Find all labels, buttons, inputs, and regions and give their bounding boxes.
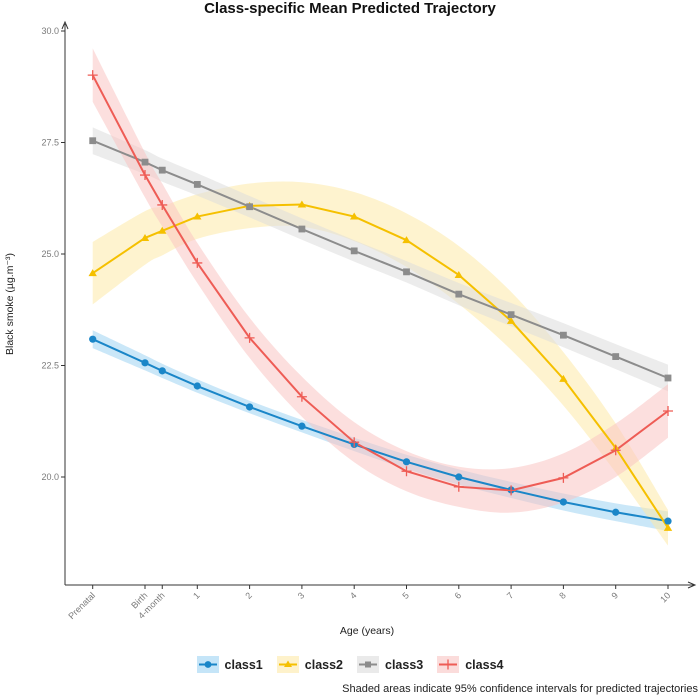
x-tick-label: 3 (296, 590, 307, 601)
class2-point (454, 270, 463, 278)
class2-point (140, 233, 150, 241)
class3-point (158, 166, 166, 174)
axes (61, 20, 697, 589)
chart-caption: Shaded areas indicate 95% confidence int… (342, 683, 698, 695)
class3-point (350, 247, 358, 255)
class3-point (246, 203, 253, 211)
series-markers (87, 70, 673, 531)
x-tick-label: 6 (453, 590, 464, 601)
class4-point (401, 466, 412, 477)
class1-point (193, 382, 201, 390)
class1-confidence-band (92, 330, 668, 531)
class4-point (453, 481, 464, 492)
x-tick-label: 9 (609, 590, 620, 601)
class4-point (296, 391, 307, 402)
class3-point (193, 181, 201, 188)
class3-point (89, 137, 97, 145)
chart-title: Class-specific Mean Predicted Trajectory (204, 0, 496, 17)
class1-point (141, 359, 149, 367)
x-tick-label: Prenatal (66, 590, 97, 621)
class4-point (157, 199, 168, 210)
class3-point (664, 374, 672, 382)
x-tick-label: 2 (243, 590, 254, 601)
x-axis-title: Age (years) (340, 625, 394, 637)
class1-point (246, 403, 254, 411)
class1-legend-marker (204, 661, 211, 668)
class4-point (610, 445, 621, 456)
class3-point (455, 290, 463, 298)
y-axis-arrow-icon (61, 20, 69, 30)
class4-point (349, 437, 360, 448)
x-tick-label: 7 (505, 590, 516, 601)
y-tick-label: 27.5 (41, 138, 59, 148)
class4-point (140, 170, 150, 181)
class4-point (558, 472, 569, 483)
class3-legend-marker (365, 661, 371, 668)
y-tick-label: 25.0 (41, 249, 59, 259)
class2-legend-key-icon (276, 656, 299, 673)
class1-legend-key-icon (196, 656, 219, 673)
legend-item-class4: class4 (437, 656, 503, 673)
y-axis-title: Black smoke (µg.m⁻³) (4, 253, 16, 355)
class2-point (506, 316, 516, 324)
class4-point (506, 485, 517, 496)
legend: class1 class2 class3 class4 (0, 656, 700, 673)
class4-point (244, 332, 255, 343)
legend-item-class1: class1 (196, 656, 263, 673)
x-tick-label: 1 (191, 590, 202, 601)
class4-legend-key-icon (437, 656, 460, 673)
x-tick-label: 8 (557, 590, 568, 601)
class1-point (455, 473, 463, 481)
class3-point (560, 331, 567, 339)
class2-point (193, 212, 202, 220)
y-ticks: 20.0 22.5 25.0 27.5 30.0 (41, 26, 65, 482)
class1-point (298, 422, 306, 430)
y-tick-label: 22.5 (41, 361, 59, 371)
class4-confidence-band (92, 48, 668, 513)
x-tick-label: 5 (400, 590, 411, 601)
class2-point (297, 200, 307, 208)
class2-point (88, 269, 97, 277)
class2-point (350, 212, 359, 220)
legend-label: class1 (224, 657, 263, 672)
class2-point (402, 236, 411, 244)
class3-point (298, 225, 306, 233)
x-tick-label: 10 (658, 590, 672, 604)
class2-point (158, 226, 167, 234)
y-tick-label: 30.0 (41, 26, 59, 36)
class1-point (559, 498, 568, 506)
class1-point (158, 367, 166, 375)
class2-legend-marker (283, 660, 292, 667)
y-tick-label: 20.0 (41, 472, 59, 482)
class4-line (91, 74, 669, 492)
class3-point (141, 158, 149, 166)
legend-item-class3: class3 (357, 656, 423, 673)
class4-point (87, 70, 98, 81)
legend-label: class2 (304, 657, 343, 672)
class3-point (612, 353, 620, 360)
class2-confidence-band (92, 181, 668, 546)
class2-point (663, 523, 673, 531)
class1-point (664, 517, 672, 525)
class3-point (403, 268, 410, 276)
class3-confidence-band (92, 127, 668, 392)
class1-point (612, 508, 620, 516)
class4-point (663, 405, 673, 416)
legend-item-class2: class2 (276, 656, 343, 673)
x-tick-label: 4 (348, 590, 359, 601)
class2-point (559, 374, 568, 382)
legend-label: class3 (385, 657, 424, 672)
class1-point (89, 335, 97, 343)
class3-point (507, 311, 515, 319)
x-axis-arrow-icon (687, 581, 697, 589)
legend-label: class4 (465, 657, 504, 672)
confidence-bands (92, 48, 668, 546)
class4-point (192, 257, 203, 268)
class1-point (402, 458, 411, 466)
class3-legend-key-icon (357, 656, 379, 673)
